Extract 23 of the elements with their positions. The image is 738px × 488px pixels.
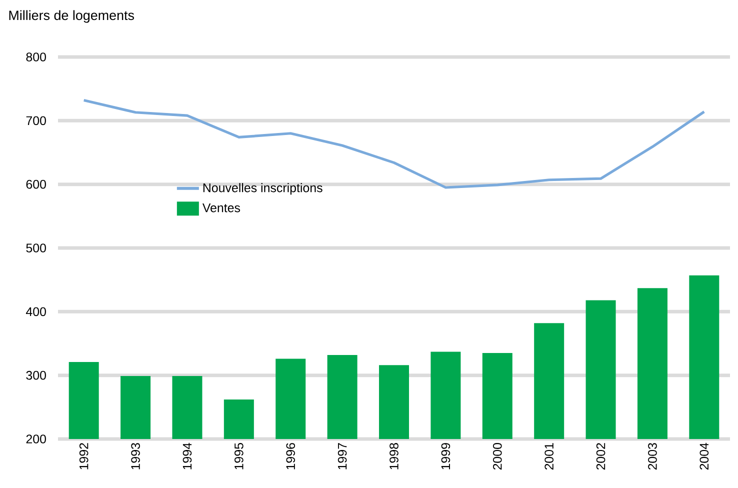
y-tick-label: 800 [26, 52, 46, 62]
x-tick-label: 1999 [441, 443, 450, 470]
x-tick-label: 2000 [492, 443, 502, 470]
x-tick-label: 1992 [79, 443, 88, 470]
y-tick-label: 500 [26, 244, 46, 252]
y-tick-label: 600 [26, 180, 46, 189]
x-tick-label: 2001 [544, 443, 554, 470]
x-tick-label: 1997 [338, 443, 347, 470]
y-tick-label: 200 [26, 434, 46, 444]
x-tick-label: 1995 [234, 443, 244, 470]
x-tick-label: 2004 [700, 442, 709, 470]
x-tick-label: 2003 [648, 443, 657, 470]
x-tick-label: 1993 [131, 443, 140, 470]
y-tick-label: 400 [26, 307, 46, 316]
x-tick-label: 1994 [182, 442, 192, 470]
y-tick-label: 300 [26, 370, 46, 380]
legend-label: Nouvelles inscriptions [203, 183, 322, 195]
y-axis-title: Milliers de logements [9, 10, 134, 23]
x-tick-label: 1998 [390, 443, 398, 470]
x-tick-label: 1996 [286, 443, 296, 470]
y-tick-label: 700 [26, 116, 46, 126]
legend-label: Ventes [202, 204, 240, 212]
x-tick-label: 2002 [596, 443, 606, 470]
